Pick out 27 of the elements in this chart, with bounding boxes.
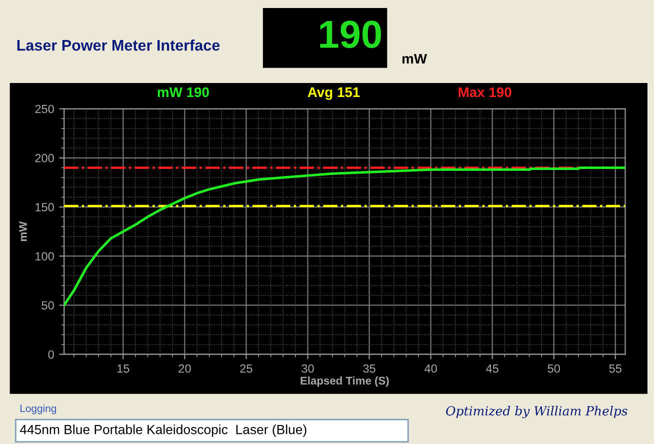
y-tick-label: 0 bbox=[48, 350, 54, 359]
x-tick-label: 40 bbox=[424, 364, 437, 373]
x-tick-label: 35 bbox=[363, 364, 376, 373]
x-tick-label: 15 bbox=[117, 364, 130, 373]
x-tick-label: 55 bbox=[609, 364, 622, 373]
y-axis-title: mW bbox=[19, 221, 27, 241]
x-tick-label: 30 bbox=[302, 364, 314, 373]
text: mW bbox=[402, 54, 427, 64]
x-tick-label: 25 bbox=[240, 364, 252, 373]
x-tick-label: 20 bbox=[178, 364, 191, 373]
x-tick-label: 50 bbox=[548, 364, 560, 373]
text: 190 bbox=[320, 20, 382, 48]
chart-title: Laser Power Meter Interface bbox=[17, 40, 220, 51]
y-tick-label: 50 bbox=[42, 301, 54, 310]
y-tick-label: 250 bbox=[35, 104, 54, 114]
text: 445nm Blue Portable Kaleidoscopic Laser (Blue) bbox=[20, 424, 306, 437]
x-tick-label: 45 bbox=[486, 364, 498, 373]
text: mW 190 bbox=[158, 87, 209, 98]
line-series bbox=[64, 166, 626, 306]
ref-line-label: Max 190 bbox=[458, 87, 512, 98]
text: Logging bbox=[20, 404, 56, 414]
y-tick-label: 150 bbox=[36, 203, 54, 212]
text: Optimized by William Phelps bbox=[446, 406, 628, 418]
y-tick-label: 200 bbox=[35, 154, 54, 162]
ref-line-label: Avg 151 bbox=[308, 87, 360, 100]
x-axis-title: Elapsed Time (S) bbox=[300, 376, 389, 387]
y-tick-label: 100 bbox=[36, 252, 54, 260]
